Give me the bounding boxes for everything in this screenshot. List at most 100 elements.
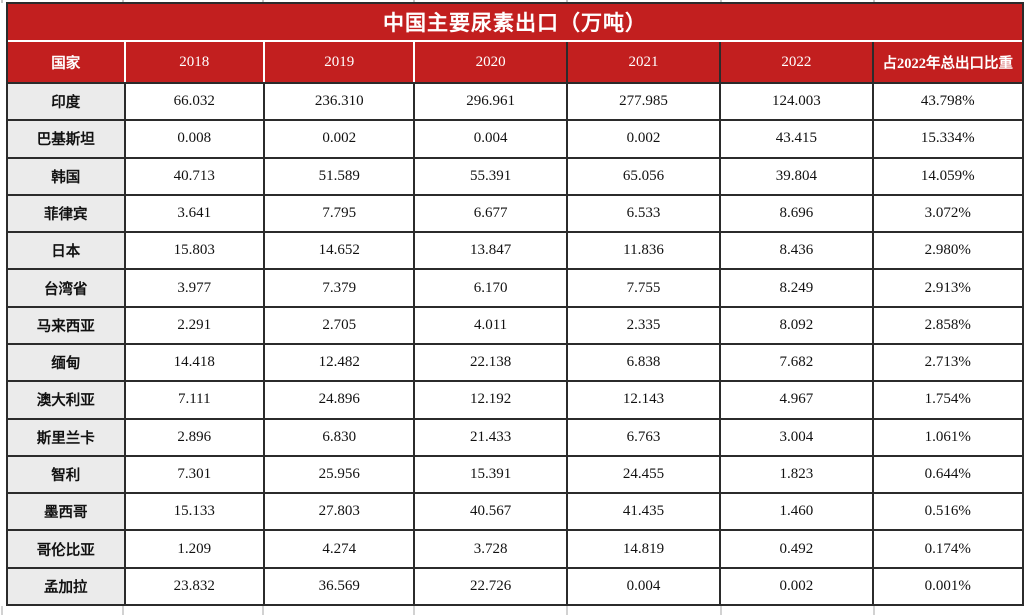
value-cell: 0.644% — [871, 456, 1022, 493]
value-cell: 51.589 — [262, 158, 413, 194]
value-cell: 2.980% — [871, 233, 1022, 269]
value-cell: 3.072% — [871, 195, 1022, 232]
value-cell: 4.967 — [719, 382, 871, 418]
table-row: 澳大利亚 7.111 24.896 12.192 12.143 4.967 1.754% — [8, 380, 1022, 418]
value-cell: 40.713 — [123, 158, 263, 194]
value-cell: 3.004 — [719, 419, 871, 455]
value-cell: 22.138 — [413, 344, 565, 381]
value-cell: 0.001% — [871, 568, 1022, 604]
value-cell: 2.705 — [262, 307, 413, 343]
column-header-2018: 2018 — [123, 42, 263, 82]
column-header-2021: 2021 — [565, 42, 719, 82]
value-cell: 14.059% — [871, 158, 1022, 194]
value-cell: 124.003 — [719, 84, 871, 120]
value-cell: 4.011 — [413, 307, 565, 343]
value-cell: 7.301 — [123, 456, 263, 493]
value-cell: 0.174% — [871, 531, 1022, 567]
country-cell: 韩国 — [8, 158, 124, 194]
gridline-stub — [1, 606, 3, 615]
value-cell: 15.133 — [123, 494, 263, 530]
value-cell: 8.249 — [719, 270, 871, 306]
value-cell: 7.111 — [123, 382, 263, 418]
value-cell: 21.433 — [413, 419, 565, 455]
value-cell: 66.032 — [123, 84, 263, 120]
value-cell: 8.436 — [719, 233, 871, 269]
table-row: 智利 7.301 25.956 15.391 24.455 1.823 0.644% — [8, 454, 1022, 493]
value-cell: 7.795 — [262, 195, 413, 232]
table-row: 孟加拉 23.832 36.569 22.726 0.004 0.002 0.001% — [8, 566, 1022, 604]
value-cell: 3.977 — [123, 270, 263, 306]
country-cell: 菲律宾 — [8, 195, 124, 232]
value-cell: 43.798% — [871, 84, 1022, 120]
value-cell: 22.726 — [413, 568, 565, 604]
country-cell: 孟加拉 — [8, 568, 124, 604]
value-cell: 3.641 — [123, 195, 263, 232]
gridline-stub — [413, 0, 415, 3]
table-row: 日本 15.803 14.652 13.847 11.836 8.436 2.980% — [8, 231, 1022, 269]
table-row: 墨西哥 15.133 27.803 40.567 41.435 1.460 0.516% — [8, 492, 1022, 530]
value-cell: 7.755 — [565, 270, 719, 306]
value-cell: 6.830 — [262, 419, 413, 455]
value-cell: 2.896 — [123, 419, 263, 455]
country-cell: 印度 — [8, 84, 124, 120]
table-row: 哥伦比亚 1.209 4.274 3.728 14.819 0.492 0.174% — [8, 529, 1022, 567]
country-cell: 智利 — [8, 456, 124, 493]
value-cell: 0.516% — [871, 494, 1022, 530]
gridline-stub — [873, 606, 875, 615]
value-cell: 27.803 — [262, 494, 413, 530]
gridline-stub — [122, 606, 124, 615]
value-cell: 36.569 — [262, 568, 413, 604]
value-cell: 40.567 — [413, 494, 565, 530]
gridline-stub — [413, 606, 415, 615]
value-cell: 23.832 — [123, 568, 263, 604]
column-header-country: 国家 — [51, 55, 81, 72]
value-cell: 6.170 — [413, 270, 565, 306]
value-cell: 12.192 — [413, 382, 565, 418]
value-cell: 43.415 — [719, 121, 871, 157]
value-cell: 15.391 — [413, 456, 565, 493]
value-cell: 0.002 — [565, 121, 719, 157]
value-cell: 1.823 — [719, 456, 871, 493]
country-cell: 马来西亚 — [8, 307, 124, 343]
value-cell: 55.391 — [413, 158, 565, 194]
table-header-row: 国家 2018 2019 2020 2021 2022 占2022年总出口比重 — [8, 42, 1022, 82]
country-cell: 缅甸 — [8, 344, 124, 381]
value-cell: 277.985 — [565, 84, 719, 120]
value-cell: 2.335 — [565, 307, 719, 343]
value-cell: 2.291 — [123, 307, 263, 343]
value-cell: 296.961 — [413, 84, 565, 120]
value-cell: 4.274 — [262, 531, 413, 567]
value-cell: 7.379 — [262, 270, 413, 306]
country-cell: 哥伦比亚 — [8, 531, 124, 567]
gridline-stub — [873, 0, 875, 3]
country-cell: 澳大利亚 — [8, 382, 124, 418]
value-cell: 15.334% — [871, 121, 1022, 157]
urea-export-table: 中国主要尿素出口（万吨） 国家 2018 2019 2020 2021 2022… — [6, 2, 1024, 606]
value-cell: 24.455 — [565, 456, 719, 493]
gridline-stub — [262, 0, 264, 3]
gridline-stub — [566, 0, 568, 3]
gridline-stub — [720, 606, 722, 615]
value-cell: 1.209 — [123, 531, 263, 567]
value-cell: 0.004 — [413, 121, 565, 157]
table-title: 中国主要尿素出口（万吨） — [8, 4, 1022, 40]
value-cell: 15.803 — [123, 233, 263, 269]
value-cell: 14.652 — [262, 233, 413, 269]
value-cell: 25.956 — [262, 456, 413, 493]
table-row: 巴基斯坦 0.008 0.002 0.004 0.002 43.415 15.334% — [8, 119, 1022, 157]
table-body: 印度 66.032 236.310 296.961 277.985 124.003 43.7… — [8, 82, 1022, 604]
table-row: 缅甸 14.418 12.482 22.138 6.838 7.682 2.713% — [8, 342, 1022, 381]
value-cell: 2.858% — [871, 307, 1022, 343]
value-cell: 3.728 — [413, 531, 565, 567]
value-cell: 12.482 — [262, 344, 413, 381]
column-header-2019: 2019 — [262, 42, 413, 82]
gridline-stub — [122, 0, 124, 3]
value-cell: 0.492 — [719, 531, 871, 567]
value-cell: 1.754% — [871, 382, 1022, 418]
value-cell: 0.004 — [565, 568, 719, 604]
value-cell: 6.533 — [565, 195, 719, 232]
value-cell: 1.061% — [871, 419, 1022, 455]
value-cell: 41.435 — [565, 494, 719, 530]
country-cell: 日本 — [8, 233, 124, 269]
